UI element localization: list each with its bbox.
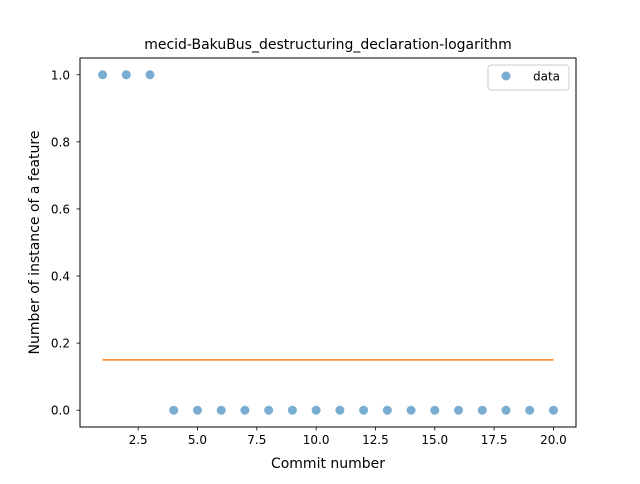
data-point xyxy=(121,70,131,80)
x-tick-label: 7.5 xyxy=(247,433,266,447)
data-point xyxy=(525,405,535,415)
data-point xyxy=(335,405,345,415)
y-tick-label: 1.0 xyxy=(51,68,70,82)
x-tick-label: 15.0 xyxy=(421,433,448,447)
data-point xyxy=(430,405,440,415)
x-tick-label: 12.5 xyxy=(362,433,389,447)
legend: data xyxy=(487,64,570,91)
data-point xyxy=(240,405,250,415)
legend-marker xyxy=(501,71,511,81)
data-point xyxy=(216,405,226,415)
y-tick-label: 0.6 xyxy=(51,202,70,216)
legend-box xyxy=(487,64,570,91)
y-tick-label: 0.2 xyxy=(51,337,70,351)
plot-area xyxy=(98,70,558,415)
x-tick-label: 17.5 xyxy=(481,433,508,447)
y-tick-label: 0.4 xyxy=(51,270,70,284)
x-axis-ticks: 2.5 5.0 7.5 10.0 12.5 15.0 17.5 20.0 xyxy=(129,427,567,447)
x-tick-label: 20.0 xyxy=(540,433,567,447)
legend-label-data: data xyxy=(533,70,560,84)
x-axis-label: Commit number xyxy=(271,456,385,472)
data-point xyxy=(287,405,297,415)
data-point xyxy=(406,405,416,415)
y-tick-label: 0.8 xyxy=(51,135,70,149)
data-point xyxy=(477,405,487,415)
data-point xyxy=(501,405,511,415)
axes-frame xyxy=(79,57,577,428)
data-point xyxy=(382,405,392,415)
data-point xyxy=(192,405,202,415)
y-axis-ticks: 0.0 0.2 0.4 0.6 0.8 1.0 xyxy=(51,68,80,418)
data-point xyxy=(169,405,179,415)
data-point xyxy=(98,70,108,80)
data-point xyxy=(359,405,369,415)
chart-title: mecid-BakuBus_destructuring_declaration-… xyxy=(144,37,512,53)
x-tick-label: 5.0 xyxy=(188,433,207,447)
data-point xyxy=(548,405,558,415)
data-point xyxy=(145,70,155,80)
data-point xyxy=(311,405,321,415)
y-axis-label: Number of instance of a feature xyxy=(27,131,43,355)
x-tick-label: 10.0 xyxy=(303,433,330,447)
x-tick-label: 2.5 xyxy=(129,433,148,447)
y-tick-label: 0.0 xyxy=(51,404,70,418)
data-point xyxy=(454,405,464,415)
data-point xyxy=(264,405,274,415)
